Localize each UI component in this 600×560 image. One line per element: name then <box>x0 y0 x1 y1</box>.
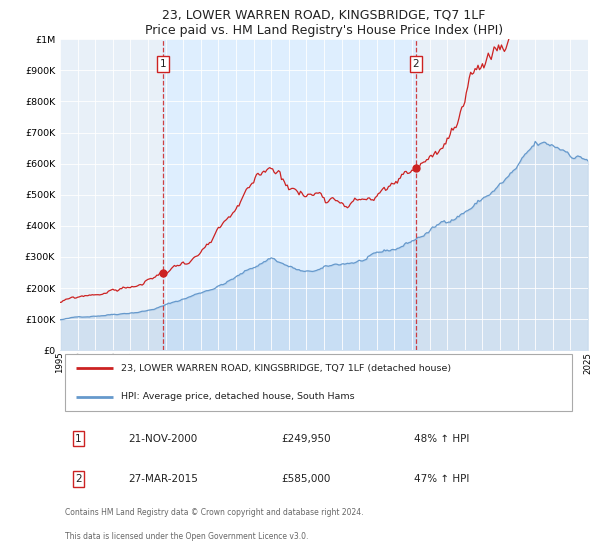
Text: £585,000: £585,000 <box>282 474 331 484</box>
Text: 1: 1 <box>75 434 82 444</box>
FancyBboxPatch shape <box>65 353 572 412</box>
Text: 27-MAR-2015: 27-MAR-2015 <box>128 474 199 484</box>
Text: 23, LOWER WARREN ROAD, KINGSBRIDGE, TQ7 1LF (detached house): 23, LOWER WARREN ROAD, KINGSBRIDGE, TQ7 … <box>121 364 451 373</box>
Title: 23, LOWER WARREN ROAD, KINGSBRIDGE, TQ7 1LF
Price paid vs. HM Land Registry's Ho: 23, LOWER WARREN ROAD, KINGSBRIDGE, TQ7 … <box>145 8 503 36</box>
Text: HPI: Average price, detached house, South Hams: HPI: Average price, detached house, Sout… <box>121 392 355 401</box>
Text: 1: 1 <box>160 59 167 69</box>
Text: Contains HM Land Registry data © Crown copyright and database right 2024.: Contains HM Land Registry data © Crown c… <box>65 508 364 517</box>
Bar <box>163 39 416 351</box>
Text: 48% ↑ HPI: 48% ↑ HPI <box>414 434 469 444</box>
Text: £249,950: £249,950 <box>282 434 331 444</box>
Text: 2: 2 <box>75 474 82 484</box>
Text: 21-NOV-2000: 21-NOV-2000 <box>128 434 198 444</box>
Text: This data is licensed under the Open Government Licence v3.0.: This data is licensed under the Open Gov… <box>65 532 308 541</box>
Text: 2: 2 <box>412 59 419 69</box>
Text: 47% ↑ HPI: 47% ↑ HPI <box>414 474 469 484</box>
